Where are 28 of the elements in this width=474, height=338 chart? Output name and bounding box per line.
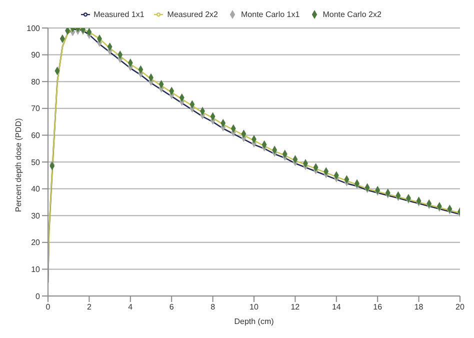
legend-label: Measured 2x2 xyxy=(167,10,218,19)
legend-label: Monte Carlo 1x1 xyxy=(241,10,300,19)
x-tick-label: 20 xyxy=(456,302,465,312)
y-tick-label: 0 xyxy=(36,292,41,301)
x-tick-label: 4 xyxy=(128,302,134,312)
y-tick-label: 100 xyxy=(26,24,41,33)
y-axis-title: Percent depth dose (PDD) xyxy=(14,118,23,212)
x-tick-label: 8 xyxy=(210,302,216,312)
legend-label: Monte Carlo 2x2 xyxy=(322,10,382,19)
legend-label: Measured 1x1 xyxy=(94,10,144,19)
y-tick-label: 20 xyxy=(31,238,41,248)
y-tick-label: 90 xyxy=(31,50,41,60)
x-tick-label: 0 xyxy=(46,302,51,312)
x-tick-label: 2 xyxy=(86,302,92,312)
y-tick-label: 30 xyxy=(31,211,41,220)
x-tick-label: 10 xyxy=(250,302,259,312)
x-tick-label: 18 xyxy=(414,302,424,312)
y-tick-label: 50 xyxy=(31,158,41,167)
y-tick-label: 60 xyxy=(31,131,41,140)
y-tick-label: 80 xyxy=(31,77,41,86)
x-tick-label: 12 xyxy=(290,302,300,312)
x-tick-label: 14 xyxy=(332,302,342,312)
y-tick-label: 10 xyxy=(31,265,41,274)
y-tick-label: 70 xyxy=(31,104,41,114)
y-tick-label: 40 xyxy=(31,184,41,194)
x-tick-label: 16 xyxy=(373,302,383,312)
x-tick-label: 6 xyxy=(169,302,174,312)
x-axis-title: Depth (cm) xyxy=(234,317,274,326)
